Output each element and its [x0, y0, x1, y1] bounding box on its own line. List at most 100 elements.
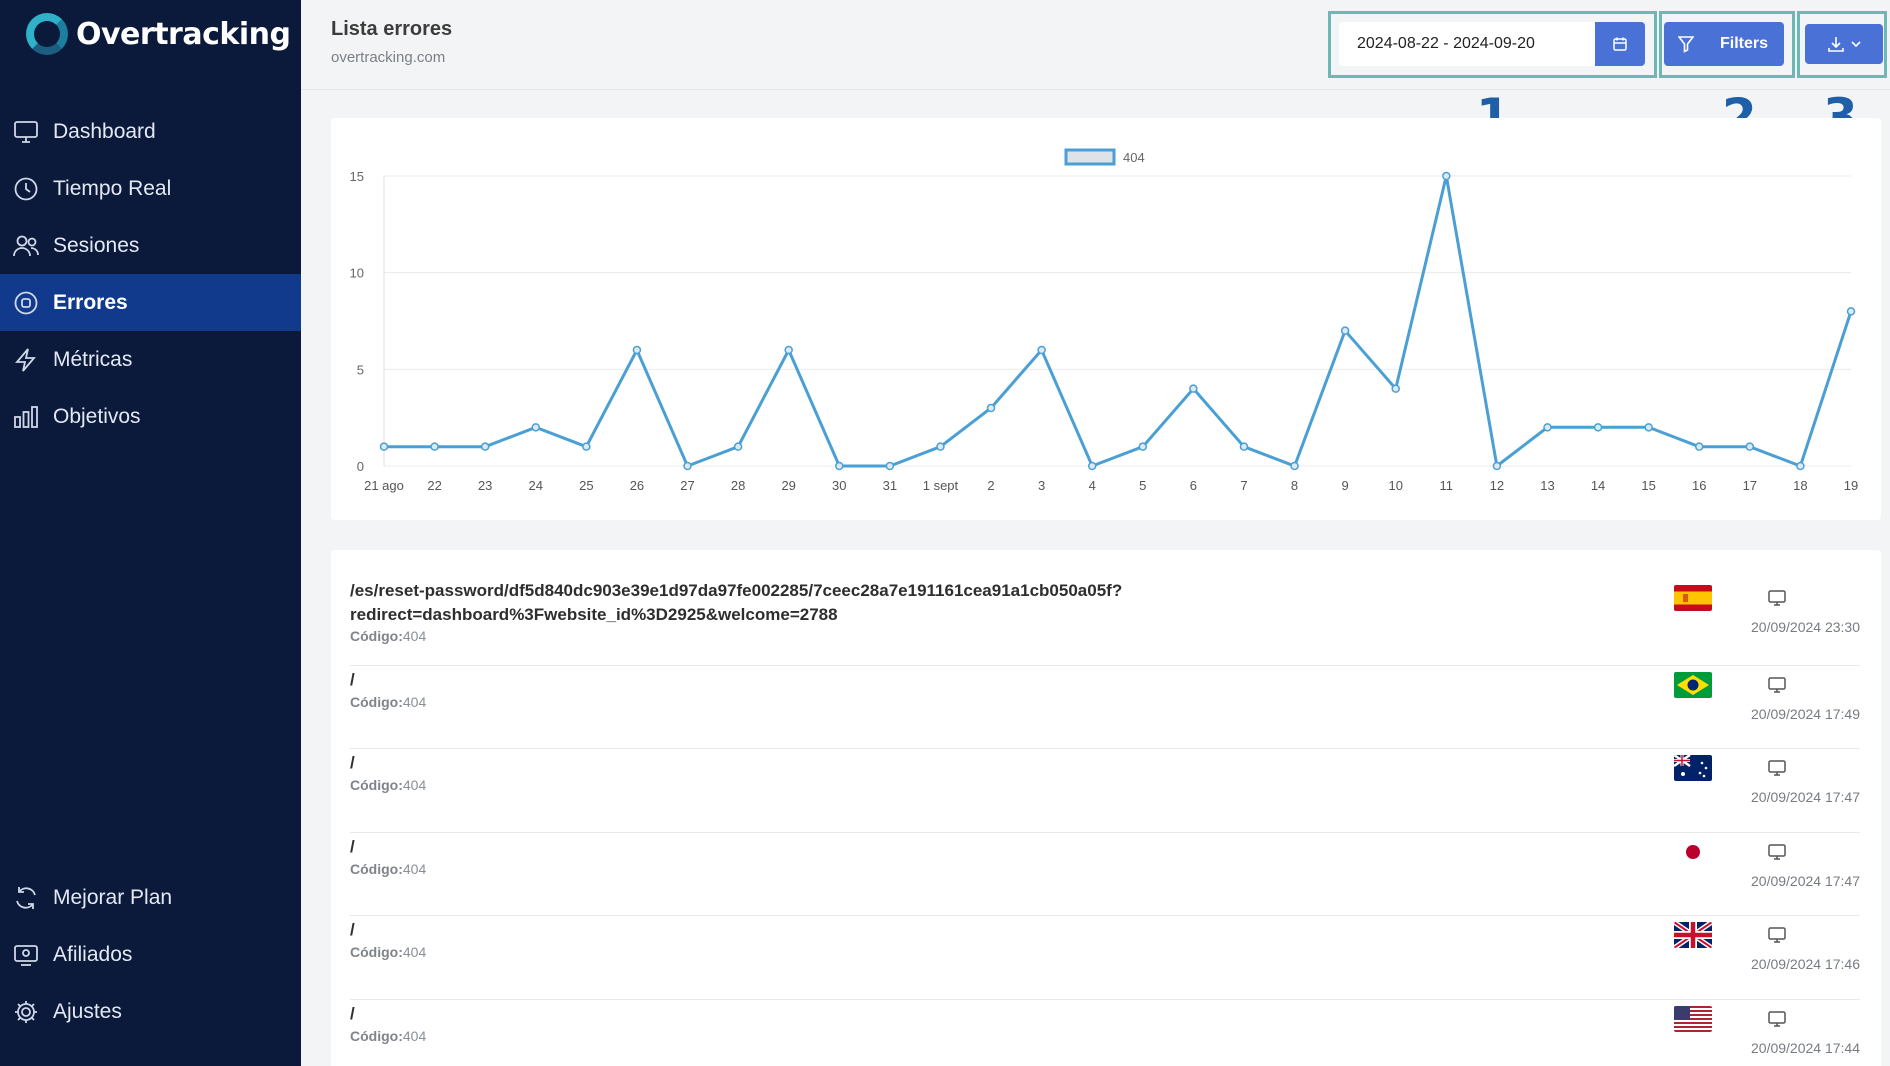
error-code-label: Código:	[350, 694, 403, 710]
sidebar-item-label: Métricas	[53, 347, 133, 371]
data-point	[1694, 442, 1704, 451]
calendar-button[interactable]	[1595, 22, 1645, 66]
x-tick-label: 10	[1388, 478, 1402, 493]
data-point	[1644, 423, 1653, 432]
sidebar-item-objetivos[interactable]: Objetivos	[0, 388, 301, 445]
monitor-icon	[12, 118, 40, 146]
page-subtitle: overtracking.com	[331, 49, 446, 66]
error-code-value: 404	[402, 777, 427, 793]
sidebar-item-sesiones[interactable]: Sesiones	[0, 217, 301, 274]
filters-label: Filters	[1720, 35, 1769, 52]
data-point	[885, 461, 895, 471]
sidebar-item-mejorar-plan[interactable]: Mejorar Plan	[0, 869, 301, 926]
legend-swatch	[1064, 148, 1116, 166]
data-point	[379, 442, 389, 451]
main-nav: Dashboard Tiempo Real Sesiones Errores M…	[0, 103, 301, 445]
error-code-label: Código:	[350, 628, 403, 644]
x-tick-label: 4	[1089, 478, 1096, 493]
sidebar-item-label: Mejorar Plan	[53, 885, 173, 909]
logo[interactable]: Overtracking	[26, 12, 291, 56]
desktop-icon	[1768, 590, 1786, 606]
error-url[interactable]: /	[350, 918, 355, 942]
x-tick-label: 1 sept	[923, 478, 959, 493]
data-point	[683, 461, 692, 471]
error-code: Código:404	[350, 944, 426, 960]
spain-flag-icon	[1674, 585, 1712, 611]
desktop-icon	[1768, 760, 1786, 776]
error-url-line: /	[350, 837, 355, 856]
error-url[interactable]: /	[350, 668, 355, 692]
error-url[interactable]: /es/reset-password/df5d840dc903e39e1d97d…	[350, 579, 1122, 627]
data-point	[582, 442, 591, 451]
x-tick-label: 25	[579, 478, 593, 493]
error-url[interactable]: /	[350, 751, 355, 775]
uk-flag-icon	[1674, 922, 1712, 948]
error-url[interactable]: /	[350, 835, 355, 859]
data-point	[1745, 442, 1755, 451]
error-code-label: Código:	[350, 944, 403, 960]
error-row[interactable]: / Código:404 20/09/2024 17:47	[350, 833, 1860, 916]
series-line-404	[384, 175, 1853, 469]
x-tick-label: 2	[987, 478, 994, 493]
data-point	[986, 403, 996, 413]
x-tick-label: 26	[630, 478, 644, 493]
error-row[interactable]: / Código:404 20/09/2024 17:44	[350, 1000, 1860, 1066]
sidebar-item-dashboard[interactable]: Dashboard	[0, 103, 301, 160]
error-timestamp: 20/09/2024 17:44	[1751, 1040, 1860, 1056]
error-row[interactable]: / Código:404 20/09/2024 17:49	[350, 666, 1860, 749]
data-point	[1087, 461, 1097, 471]
data-point	[835, 461, 844, 471]
x-tick-label: 23	[478, 478, 492, 493]
error-code-value: 404	[402, 694, 427, 710]
x-tick-label: 27	[680, 478, 694, 493]
x-tick-label: 11	[1440, 478, 1454, 493]
users-icon	[12, 232, 40, 260]
japan-flag-icon	[1674, 839, 1712, 865]
sidebar-item-metricas[interactable]: Métricas	[0, 331, 301, 388]
x-tick-label: 13	[1540, 478, 1554, 493]
error-row[interactable]: / Código:404 20/09/2024 17:46	[350, 916, 1860, 1000]
highlight-box-filters	[1659, 11, 1795, 78]
error-url-line: /	[350, 920, 355, 939]
error-row[interactable]: /es/reset-password/df5d840dc903e39e1d97d…	[350, 577, 1860, 666]
data-point	[1543, 423, 1552, 432]
x-tick-label: 7	[1240, 478, 1247, 493]
y-tick-label: 10	[350, 266, 364, 281]
page-header: Lista errores overtracking.com 2024-08-2…	[301, 0, 1890, 90]
data-point	[1593, 423, 1603, 432]
sidebar-item-ajustes[interactable]: Ajustes	[0, 983, 301, 1040]
error-code-value: 404	[402, 628, 427, 644]
data-point	[733, 442, 743, 451]
error-url-line: redirect=dashboard%3Fwebsite_id%3D2925&w…	[350, 605, 838, 624]
error-url[interactable]: /	[350, 1002, 355, 1026]
error-icon	[12, 289, 40, 317]
x-tick-label: 3	[1038, 478, 1045, 493]
sidebar-item-label: Objetivos	[53, 404, 141, 428]
refresh-icon	[12, 884, 40, 912]
error-url-line: /	[350, 753, 355, 772]
sidebar-item-errores[interactable]: Errores	[0, 274, 301, 331]
error-url-line: /es/reset-password/df5d840dc903e39e1d97d…	[350, 581, 1123, 600]
error-code-value: 404	[402, 861, 427, 877]
error-row[interactable]: / Código:404 20/09/2024 17:47	[350, 749, 1860, 833]
download-button[interactable]	[1805, 24, 1883, 64]
data-point	[632, 345, 642, 355]
error-code: Código:404	[350, 861, 426, 877]
data-point	[1492, 461, 1502, 471]
filter-icon	[1678, 35, 1694, 53]
data-point	[1239, 442, 1249, 451]
filters-button[interactable]: Filters	[1664, 22, 1784, 66]
x-tick-label: 9	[1342, 478, 1349, 493]
x-tick-label: 16	[1692, 478, 1706, 493]
x-tick-label: 8	[1291, 478, 1298, 493]
sidebar-item-tiempo-real[interactable]: Tiempo Real	[0, 160, 301, 217]
x-tick-label: 6	[1190, 478, 1197, 493]
error-timestamp: 20/09/2024 17:49	[1751, 706, 1860, 722]
date-range-input[interactable]: 2024-08-22 - 2024-09-20	[1339, 22, 1595, 66]
desktop-icon	[1768, 844, 1786, 860]
sidebar-item-afiliados[interactable]: Afiliados	[0, 926, 301, 983]
error-code-label: Código:	[350, 861, 403, 877]
error-code: Código:404	[350, 1028, 426, 1044]
sidebar-item-label: Tiempo Real	[53, 176, 172, 200]
gear-icon	[12, 998, 40, 1026]
